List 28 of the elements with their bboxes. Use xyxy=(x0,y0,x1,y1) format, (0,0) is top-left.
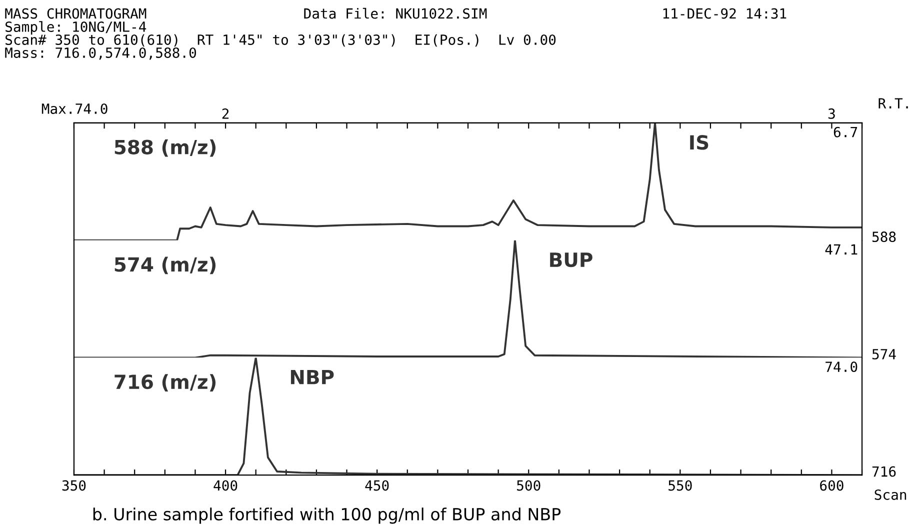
annotation: 574 (m/z) xyxy=(114,256,216,274)
annotation: 74.0 xyxy=(826,362,858,372)
text: Max.74.0 xyxy=(42,103,108,114)
text: 574 xyxy=(872,349,896,360)
annotation: BUP xyxy=(550,252,592,268)
annotation: 6.7 xyxy=(834,126,858,138)
annotation: 588 (m/z) xyxy=(114,139,216,157)
x-tick-label: 450 xyxy=(365,480,389,491)
text: 11-DEC-92 14:31 xyxy=(663,8,786,19)
x2-tick-label: 3 xyxy=(828,108,835,119)
annotation: IS xyxy=(690,135,708,150)
x-tick-label: 350 xyxy=(62,480,86,491)
text: b. Urine sample fortified with 100 pg/ml of BUP and NBP xyxy=(93,508,561,524)
x2-tick-label: 2 xyxy=(222,108,229,119)
chart-subtitle: Sample: 10NG/ML-4 Scan# 350 to 610(610) RT 1'45" to 3'03"(3'03") EI(Pos.) Lv 0.00 Mass: 716.0,574.0,588.0 xyxy=(5,21,556,60)
chart-title: MASS CHROMATOGRAM xyxy=(5,8,146,19)
text: 716 xyxy=(872,466,896,477)
annotation: 716 (m/z) xyxy=(114,374,216,392)
x-tick-label: 550 xyxy=(668,480,692,491)
text: 588 xyxy=(872,232,896,242)
text: Data File: NKU1022.SIM xyxy=(304,8,487,19)
x-tick-label: 600 xyxy=(820,480,844,491)
x-axis-title: Scan xyxy=(874,489,906,500)
annotation: 47.1 xyxy=(825,244,858,254)
x-tick-label: 500 xyxy=(517,480,540,491)
annotation: NBP xyxy=(290,370,334,384)
x-tick-label: 400 xyxy=(214,480,238,491)
x2-axis-title: R.T. xyxy=(878,98,908,108)
